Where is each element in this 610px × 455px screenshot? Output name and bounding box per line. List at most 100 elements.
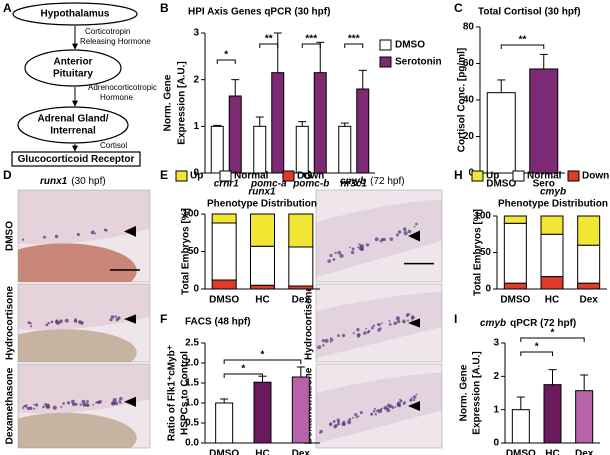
stain	[109, 318, 113, 322]
stain	[396, 317, 399, 320]
stain	[400, 399, 403, 403]
y-tick-label: 0	[493, 438, 499, 449]
stain	[357, 415, 360, 418]
stain	[409, 398, 413, 402]
y-axis-label: Cortisol Conc. [pg/ml]	[457, 48, 468, 152]
image-frame	[315, 189, 443, 283]
node-label: Glucocorticoid Receptor	[18, 154, 135, 165]
edge-label: Adrenocorticotropic	[88, 83, 157, 92]
stain	[349, 246, 351, 249]
x-tick-label: Dex	[575, 449, 594, 455]
panel-label: F	[160, 312, 167, 326]
stain	[374, 413, 378, 416]
stain	[43, 235, 46, 239]
y-tick-label: 0	[193, 284, 199, 295]
stain	[389, 237, 394, 241]
stain	[337, 250, 342, 255]
y-axis-label: Ratio of Flk1⁺cMyb⁺	[167, 345, 178, 441]
stain	[90, 230, 95, 235]
stain	[411, 396, 414, 399]
significance-bracket	[223, 359, 302, 364]
stain	[360, 244, 363, 247]
stain	[103, 228, 107, 232]
legend-swatch	[471, 170, 484, 182]
stain	[28, 406, 33, 411]
stain	[374, 237, 379, 242]
image-frame	[315, 283, 443, 363]
y-tick-label: 50	[188, 246, 200, 257]
row-label: Hydrocortisone	[5, 286, 16, 360]
stain	[377, 328, 381, 332]
stain	[397, 403, 401, 407]
bar	[356, 88, 370, 174]
stain	[21, 238, 25, 241]
panel-label: H	[454, 168, 463, 182]
stain	[92, 404, 95, 406]
embryo-image	[316, 190, 442, 282]
panel-label: I	[454, 312, 457, 326]
legend-label: Up	[190, 171, 203, 182]
significance-bracket	[301, 43, 321, 48]
stain	[395, 233, 400, 237]
legend-label: Normal	[234, 171, 269, 182]
stain	[379, 408, 383, 412]
y-axis-label: Expression [A.U.]	[177, 61, 188, 144]
stain	[42, 406, 45, 409]
x-tick-label: HC	[255, 295, 269, 306]
embryo-image	[18, 364, 150, 448]
stain	[62, 402, 65, 405]
stain	[397, 230, 402, 234]
x-tick-label: crhr1	[214, 179, 239, 190]
stain	[59, 319, 63, 324]
panel-label: C	[454, 1, 463, 15]
image-title: runx1 (30 hpf)	[40, 176, 106, 187]
image-title: cmyb (72 hpf)	[340, 176, 405, 187]
stain	[330, 337, 332, 340]
x-tick-label: pomc-b	[292, 179, 329, 190]
stain	[333, 425, 337, 429]
y-axis-label: HSPCs to Control	[180, 351, 191, 435]
stain	[329, 341, 332, 344]
stain	[72, 402, 76, 407]
stain	[27, 321, 31, 325]
stain	[83, 404, 86, 407]
bar-segment	[250, 213, 275, 247]
stain	[354, 413, 358, 417]
y-tick-label: 2.5	[185, 338, 199, 349]
bar	[295, 125, 309, 174]
y-tick-label: 1	[193, 121, 199, 132]
bar	[291, 376, 310, 444]
y-tick-label: 2.0	[185, 358, 199, 369]
chart-title: Phenotype Distribution	[207, 199, 317, 210]
stain	[403, 231, 408, 236]
node	[24, 49, 122, 87]
stain	[379, 239, 383, 243]
y-tick-label: 3	[493, 338, 499, 349]
bar-segment	[503, 222, 527, 284]
bar-segment	[211, 222, 237, 281]
stain	[407, 229, 412, 234]
legend-label: Down	[297, 171, 324, 182]
x-tick-label: DMSO	[486, 179, 516, 190]
panel-label: E	[160, 168, 168, 182]
stain	[86, 400, 89, 403]
bar	[486, 92, 516, 174]
chart-title: Phenotype Distribution	[498, 199, 608, 210]
stain	[322, 344, 325, 347]
y-tick-label: 0	[193, 168, 199, 179]
panel-label: G	[303, 168, 312, 182]
bar	[529, 68, 559, 174]
y-tick-label: 60	[463, 58, 475, 69]
y-tick-label: 80	[463, 22, 475, 33]
image-frame	[17, 283, 151, 363]
stain	[29, 322, 32, 325]
y-tick-label: 2	[493, 371, 499, 382]
significance-bracket	[344, 43, 364, 48]
tail	[316, 372, 442, 444]
node	[12, 2, 138, 26]
stain	[66, 401, 71, 405]
bar-segment	[540, 215, 564, 235]
stain	[359, 411, 363, 415]
node-label: Hypothalamus	[41, 9, 110, 20]
